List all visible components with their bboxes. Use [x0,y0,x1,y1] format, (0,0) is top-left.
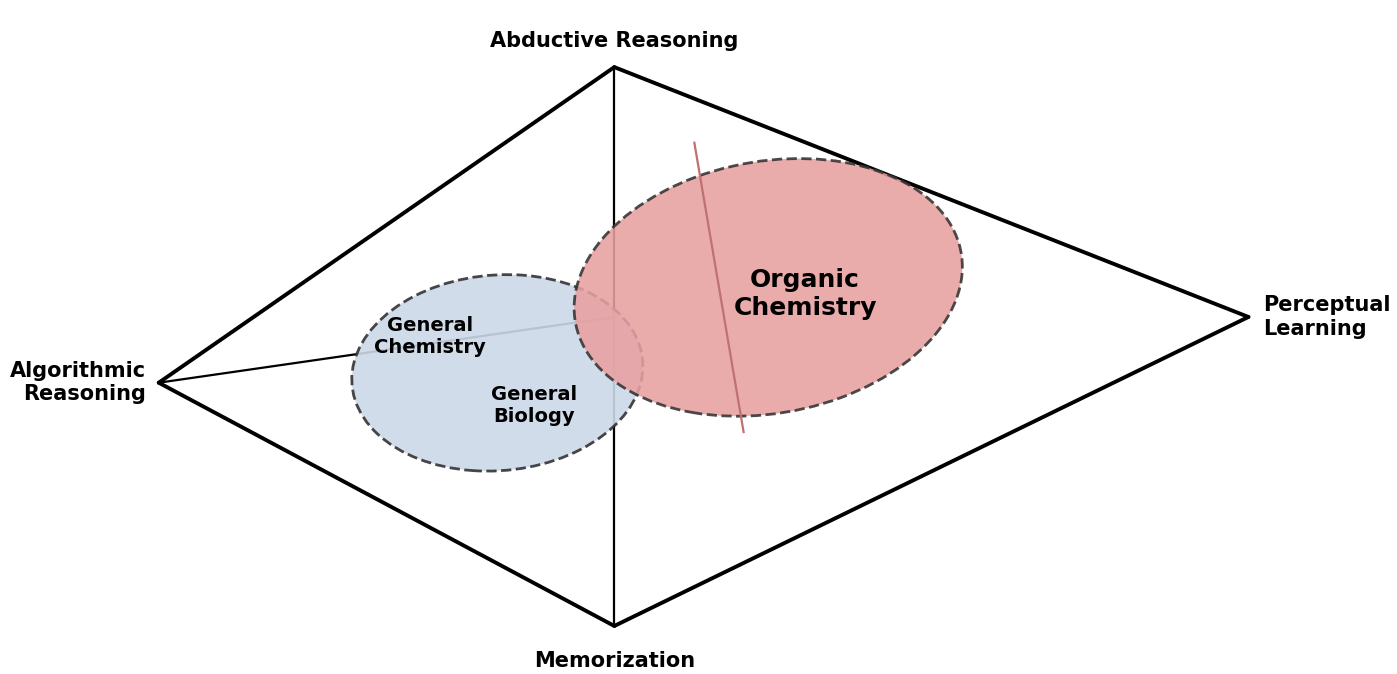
Ellipse shape [574,158,963,417]
Text: Memorization: Memorization [534,651,694,671]
Text: Organic
Chemistry: Organic Chemistry [733,268,877,320]
Text: General
Chemistry: General Chemistry [374,316,486,357]
Text: Perceptual
Learning: Perceptual Learning [1263,295,1390,338]
Text: Abductive Reasoning: Abductive Reasoning [490,31,739,51]
Text: Algorithmic
Reasoning: Algorithmic Reasoning [10,361,147,404]
Ellipse shape [352,274,643,471]
Text: General
Biology: General Biology [492,386,577,426]
